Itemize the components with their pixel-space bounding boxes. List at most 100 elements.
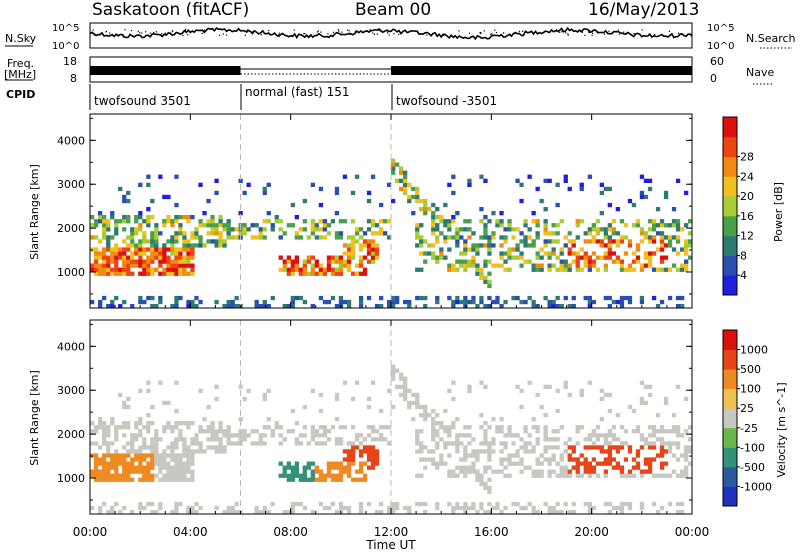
power-cell xyxy=(519,299,524,305)
power-cell xyxy=(158,271,163,276)
velocity-cell xyxy=(563,473,568,478)
velocity-cell xyxy=(499,461,504,466)
noise-search-dot xyxy=(608,30,610,32)
velocity-cell xyxy=(350,457,356,462)
velocity-cell xyxy=(102,429,107,434)
velocity-cell xyxy=(170,425,175,430)
power-cell xyxy=(475,247,480,252)
power-cell xyxy=(122,219,127,224)
velocity-cell xyxy=(563,465,568,470)
power-cell xyxy=(499,255,504,260)
velocity-cell xyxy=(214,445,219,450)
velocity-cell xyxy=(138,429,143,434)
velocity-cell xyxy=(651,445,657,450)
velocity-cell xyxy=(579,461,584,466)
power-cell xyxy=(290,295,295,301)
noise-search-dot xyxy=(654,33,656,35)
power-cell xyxy=(519,251,524,256)
velocity-cell xyxy=(475,477,480,482)
velocity-cell xyxy=(587,469,592,474)
velocity-cell xyxy=(515,449,520,454)
velocity-cell xyxy=(318,473,324,478)
velocity-cell xyxy=(519,437,524,442)
power-cell xyxy=(182,235,187,240)
velocity-cell xyxy=(447,433,452,438)
velocity-cell xyxy=(595,473,600,478)
velocity-cell xyxy=(455,437,460,442)
velocity-cell xyxy=(415,437,420,442)
velocity-cell xyxy=(487,445,492,450)
y-tick-label: 2000 xyxy=(57,428,85,441)
power-cell xyxy=(374,243,380,248)
power-cell xyxy=(162,251,167,256)
velocity-cell xyxy=(162,465,167,470)
power-cell xyxy=(647,259,653,264)
velocity-cell xyxy=(623,473,629,478)
power-cell xyxy=(607,235,612,240)
power-cell xyxy=(531,304,536,309)
velocity-cell xyxy=(198,441,203,446)
power-cell xyxy=(126,255,131,260)
colorbar-swatch xyxy=(723,486,737,507)
power-cell xyxy=(186,251,191,256)
power-cell xyxy=(611,219,616,224)
power-cell xyxy=(675,227,681,232)
power-cell xyxy=(98,211,103,216)
power-cell xyxy=(403,190,408,196)
velocity-cell xyxy=(346,461,352,466)
velocity-cell xyxy=(551,445,556,450)
velocity-cell xyxy=(587,461,592,466)
power-cell xyxy=(146,263,151,268)
velocity-cell xyxy=(162,429,167,434)
velocity-cell xyxy=(551,505,556,511)
velocity-cell xyxy=(294,461,299,466)
power-cell xyxy=(118,255,123,260)
velocity-cell xyxy=(627,404,633,410)
power-cell xyxy=(290,263,295,268)
velocity-cell xyxy=(194,433,199,438)
velocity-cell xyxy=(587,437,592,442)
velocity-cell xyxy=(563,449,568,454)
velocity-cell xyxy=(158,469,163,474)
power-cell xyxy=(154,267,159,272)
velocity-cell xyxy=(106,465,111,470)
power-cell xyxy=(539,198,544,204)
velocity-cell xyxy=(675,510,681,515)
velocity-cell xyxy=(659,449,665,454)
velocity-cell xyxy=(451,425,456,430)
power-cell xyxy=(202,211,207,216)
power-cell xyxy=(603,186,608,192)
noise-search-dot xyxy=(155,31,157,33)
velocity-cell xyxy=(559,469,564,474)
power-cell xyxy=(178,251,183,256)
power-cell xyxy=(511,235,516,240)
velocity-cell xyxy=(162,400,167,406)
noise-search-dot xyxy=(222,33,224,35)
velocity-cell xyxy=(170,465,175,470)
nave-tick-top: 60 xyxy=(710,55,724,68)
noise-search-dot xyxy=(184,30,186,32)
velocity-cell xyxy=(142,477,147,482)
velocity-cell xyxy=(318,408,324,414)
velocity-cell xyxy=(515,384,520,389)
power-cell xyxy=(675,239,681,244)
power-cell xyxy=(98,267,103,272)
velocity-cell xyxy=(106,441,111,446)
power-cell xyxy=(487,271,492,276)
velocity-cell xyxy=(94,461,99,466)
power-cell xyxy=(146,247,151,252)
velocity-cell xyxy=(423,501,428,507)
power-cell xyxy=(479,271,484,276)
velocity-cell xyxy=(162,461,167,466)
power-cell xyxy=(114,243,119,248)
velocity-cell xyxy=(106,445,111,450)
power-cell xyxy=(126,271,131,276)
velocity-cell xyxy=(338,501,344,507)
velocity-cell xyxy=(178,433,183,438)
velocity-colorbar-label: Velocity [m s^-1] xyxy=(775,382,788,477)
velocity-cell xyxy=(338,441,344,446)
power-cell xyxy=(254,223,259,228)
velocity-cell xyxy=(222,445,227,450)
noise-search-dot xyxy=(555,29,558,31)
power-cell xyxy=(587,299,592,305)
